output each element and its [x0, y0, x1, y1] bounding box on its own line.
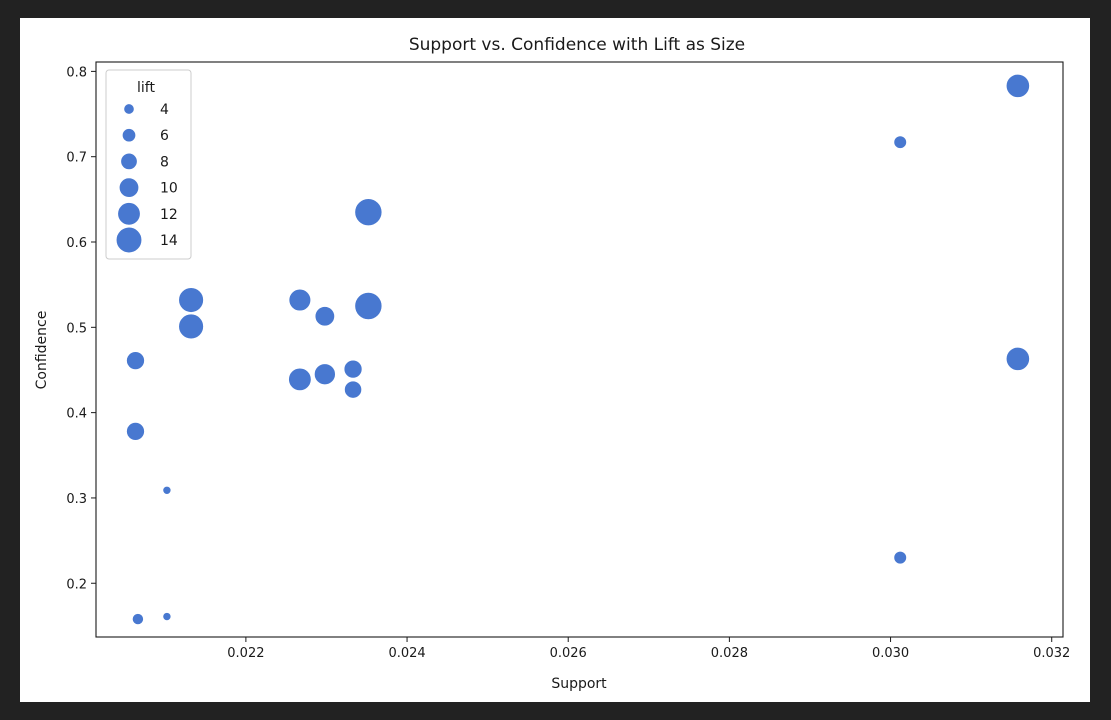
- scatter-point: [314, 306, 336, 327]
- scatter-point: [288, 367, 312, 392]
- scatter-point: [354, 198, 383, 227]
- legend-label: 10: [160, 181, 178, 197]
- scatter-point: [893, 550, 908, 565]
- x-tick-label: 0.022: [227, 646, 264, 661]
- scatter-point: [126, 351, 145, 371]
- y-tick-label: 0.7: [66, 151, 87, 166]
- scatter-point: [178, 313, 204, 340]
- legend-box: [105, 69, 192, 260]
- legend: lift 4 6 8 10 12 14: [105, 69, 192, 260]
- legend-marker: [121, 128, 137, 143]
- y-tick-label: 0.5: [66, 321, 87, 336]
- scatter-point: [288, 288, 312, 312]
- x-tick-label: 0.028: [711, 646, 748, 661]
- scatter-point: [178, 287, 204, 313]
- scatter-point: [1005, 73, 1030, 98]
- scatter-point: [343, 359, 363, 379]
- data-points: [126, 73, 1030, 626]
- legend-label: 8: [160, 154, 169, 170]
- y-tick-label: 0.2: [66, 577, 87, 592]
- legend-marker: [115, 226, 143, 254]
- scatter-point: [893, 135, 908, 149]
- y-tick-label: 0.6: [66, 236, 87, 251]
- legend-label: 12: [160, 207, 178, 223]
- legend-label: 6: [160, 128, 169, 144]
- legend-label: 4: [160, 102, 169, 118]
- x-tick-label: 0.032: [1033, 646, 1070, 661]
- scatter-point: [162, 485, 172, 495]
- legend-marker: [118, 177, 140, 198]
- legend-marker: [120, 152, 138, 171]
- legend-entries: 4 6 8 10 12 14: [115, 102, 178, 254]
- scatter-point: [354, 291, 383, 320]
- y-axis: 0.2 0.3 0.4 0.5 0.6 0.7 0.8: [66, 65, 96, 592]
- legend-title: lift: [137, 80, 155, 96]
- legend-label: 14: [160, 233, 178, 249]
- scatter-point: [1005, 346, 1030, 371]
- scatter-point: [131, 613, 144, 626]
- scatter-point: [344, 380, 363, 399]
- y-axis-label: Confidence: [34, 311, 50, 390]
- scatter-chart: Support vs. Confidence with Lift as Size…: [34, 35, 1070, 692]
- legend-marker: [123, 103, 135, 115]
- x-tick-label: 0.026: [550, 646, 587, 661]
- legend-marker: [117, 202, 141, 226]
- y-tick-label: 0.4: [66, 407, 87, 422]
- x-axis: 0.022 0.024 0.026 0.028 0.030 0.032: [227, 637, 1070, 661]
- chart-figure: Support vs. Confidence with Lift as Size…: [20, 18, 1090, 702]
- x-axis-label: Support: [551, 676, 607, 692]
- y-tick-label: 0.3: [66, 492, 87, 507]
- scatter-point: [313, 363, 336, 386]
- scatter-point: [126, 421, 145, 441]
- y-tick-label: 0.8: [66, 65, 87, 80]
- plot-area: [95, 61, 1064, 638]
- x-tick-label: 0.024: [388, 646, 425, 661]
- x-tick-label: 0.030: [872, 646, 909, 661]
- scatter-point: [162, 612, 172, 622]
- chart-title: Support vs. Confidence with Lift as Size: [409, 35, 745, 55]
